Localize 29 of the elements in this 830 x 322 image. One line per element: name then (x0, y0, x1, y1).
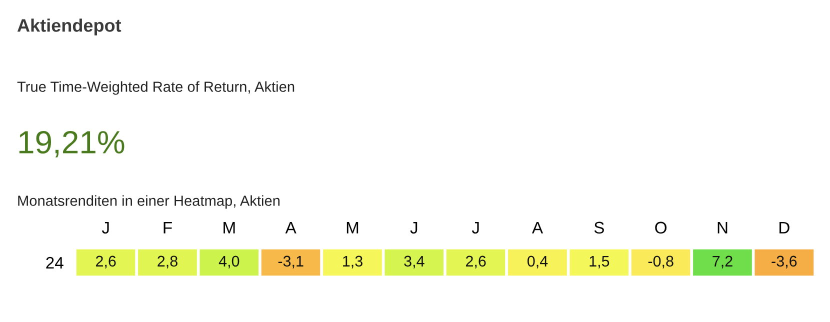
data-label: 3,4 (404, 256, 424, 268)
data-label: 2,6 (466, 256, 486, 268)
chart-title: Aktiendepot (17, 18, 122, 36)
data-label: 1,5 (590, 256, 610, 268)
x-tick-label: O (655, 222, 667, 234)
x-tick-label: M (346, 222, 358, 234)
x-tick-label: M (224, 222, 235, 234)
x-tick-label: J (102, 222, 109, 234)
x-tick-label: N (718, 222, 728, 234)
x-tick-label: A (285, 222, 296, 234)
data-label: 2,8 (158, 256, 178, 268)
data-label: 1,3 (343, 256, 362, 268)
text: Monatsrenditen in einer Heatmap, Aktien (18, 195, 280, 209)
x-tick-label: J (472, 222, 479, 234)
data-label: 7,2 (712, 256, 732, 268)
data-label: -3,6 (772, 256, 797, 268)
data-label: 0,4 (527, 256, 548, 268)
y-tick-label: 24 (46, 256, 64, 269)
data-label: 2,6 (96, 256, 116, 268)
x-tick-label: J (410, 222, 418, 234)
data-label: -0,8 (648, 256, 674, 268)
chart-subtitle: True Time-Weighted Rate of Return, Aktien (17, 81, 294, 95)
data-label: 4,0 (218, 256, 240, 268)
data-label: -3,1 (278, 256, 304, 268)
x-tick-label: F (164, 222, 172, 234)
text: 19,21% (19, 130, 124, 158)
x-tick-label: D (780, 222, 790, 234)
x-tick-label: S (594, 222, 604, 234)
x-tick-label: A (532, 222, 544, 234)
